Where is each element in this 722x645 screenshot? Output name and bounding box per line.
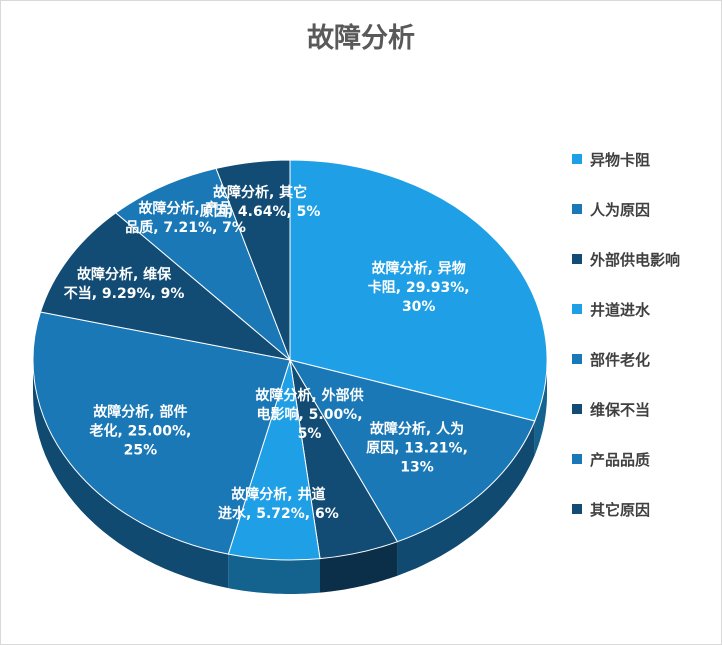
legend-swatch — [572, 504, 582, 514]
pie-slice-7 — [215, 159, 291, 361]
data-label-7: 故障分析, 其它原因, 4.64%, 5% — [200, 184, 321, 220]
legend-swatch — [572, 204, 582, 214]
pie-slices — [32, 159, 548, 561]
pie-side-4 — [33, 360, 229, 589]
legend-swatch — [572, 354, 582, 364]
legend-swatch — [572, 304, 582, 314]
pie-slice-1 — [288, 359, 536, 543]
legend-item-3: 井道进水 — [572, 297, 650, 321]
pie-slice-6 — [114, 167, 291, 361]
legend-swatch — [572, 454, 582, 464]
legend-item-2: 外部供电影响 — [572, 247, 680, 271]
pie-slice-5 — [39, 212, 292, 361]
legend-label: 外部供电影响 — [590, 250, 681, 269]
legend-label: 井道进水 — [590, 300, 651, 319]
pie-slice-4 — [32, 311, 291, 555]
data-label-3: 故障分析, 井道进水, 5.72%, 6% — [218, 486, 339, 522]
legend-item-6: 产品品质 — [572, 447, 650, 471]
pie-sides — [33, 360, 547, 594]
data-label-0: 故障分析, 异物卡阻, 29.93%, 30% — [368, 260, 470, 315]
pie-side-3 — [228, 554, 320, 594]
legend-swatch — [572, 404, 582, 414]
legend-label: 产品品质 — [590, 450, 651, 469]
pie-side-0 — [534, 360, 547, 455]
pie-side-1 — [397, 421, 535, 576]
legend-item-0: 异物卡阻 — [572, 147, 650, 171]
data-labels: 故障分析, 异物卡阻, 29.93%, 30% 故障分析, 人为原因, 13.21%… — [64, 184, 470, 522]
legend-label: 其它原因 — [590, 500, 651, 519]
legend-label: 人为原因 — [590, 200, 651, 219]
legend-item-7: 其它原因 — [572, 497, 650, 521]
chart-legend: 异物卡阻人为原因外部供电影响 井道进水部件老化维保不当产品品质其它原因 — [558, 133, 708, 543]
legend-item-4: 部件老化 — [572, 347, 650, 371]
legend-item-1: 人为原因 — [572, 197, 650, 221]
data-label-1: 故障分析, 人为原因, 13.21%, 13% — [366, 421, 468, 476]
legend-item-5: 维保不当 — [572, 397, 650, 421]
legend-label: 异物卡阻 — [590, 150, 651, 169]
data-label-5: 故障分析, 维保不当, 9.29%, 9% — [64, 266, 185, 302]
data-label-2: 故障分析, 外部供电影响, 5.00%, 5% — [255, 387, 363, 442]
legend-label: 维保不当 — [590, 400, 651, 419]
pie-slice-0 — [289, 159, 548, 422]
chart-title: 故障分析 — [307, 23, 415, 54]
pie-side-2 — [320, 541, 398, 593]
legend-swatch — [572, 254, 582, 264]
legend-label: 部件老化 — [590, 350, 651, 369]
data-label-6: 故障分析, 产品品质, 7.21%, 7% — [125, 200, 246, 236]
legend-swatch — [572, 154, 582, 164]
data-label-4: 故障分析, 部件老化, 25.00%, 25% — [89, 403, 191, 458]
